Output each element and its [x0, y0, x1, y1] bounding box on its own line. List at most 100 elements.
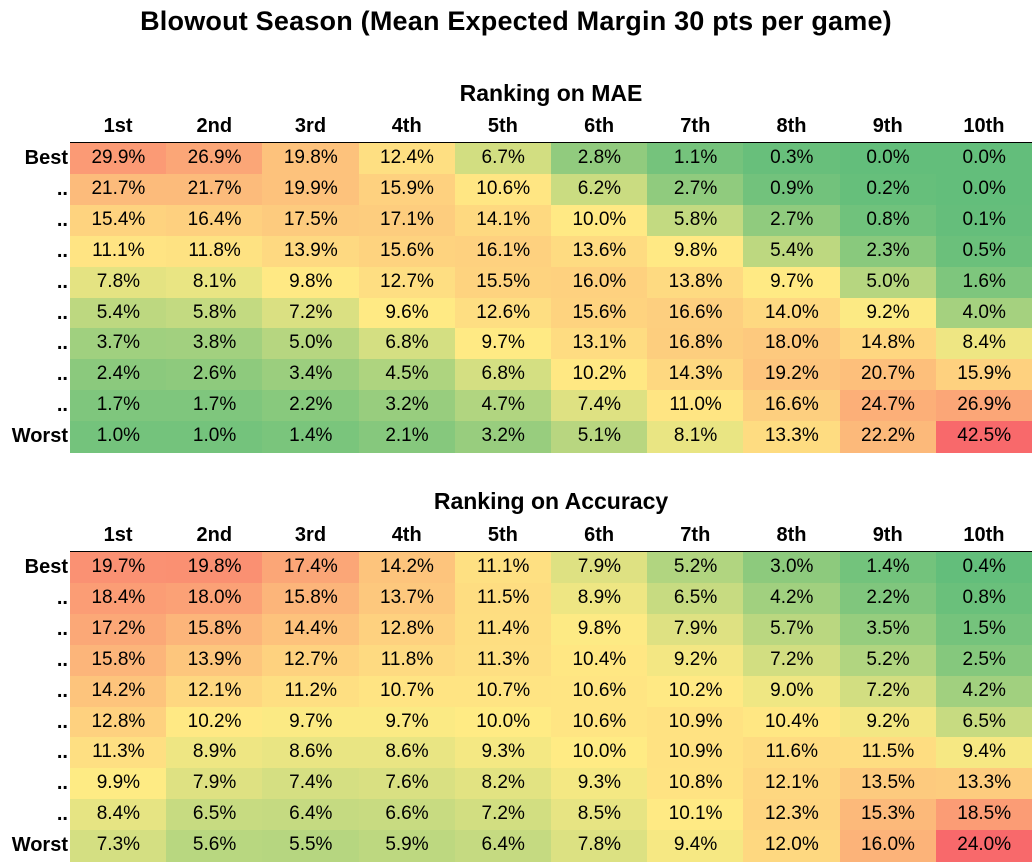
column-header: 9th	[872, 524, 903, 546]
column-header: 8th	[776, 524, 807, 546]
row-label: ..	[56, 332, 68, 355]
heatmap-cell: 16.0%	[551, 266, 648, 299]
heatmap-cell: 5.0%	[839, 266, 937, 299]
heatmap-cell: 15.9%	[935, 359, 1032, 391]
column-header: 2nd	[196, 115, 233, 137]
heatmap-cell: 26.9%	[935, 390, 1032, 422]
heatmap-cell: 16.6%	[743, 390, 841, 422]
heatmap-cell: 7.2%	[743, 644, 841, 677]
heatmap-cell: 10.7%	[358, 675, 456, 708]
heatmap-cell: 11.5%	[839, 737, 937, 769]
heatmap-cell: 11.4%	[454, 613, 552, 646]
heatmap-cell: 12.8%	[70, 706, 167, 738]
heatmap-cell: 19.9%	[262, 173, 360, 206]
row-label: Best	[24, 556, 68, 578]
heatmap-cell: 15.5%	[454, 266, 552, 299]
heatmap-cell: 10.2%	[551, 359, 648, 391]
heatmap-cell: 5.4%	[70, 297, 167, 329]
column-header: 10th	[963, 115, 1005, 137]
row-label: ..	[56, 208, 68, 231]
heatmap-cell: 1.1%	[647, 143, 744, 175]
column-header: 4th	[391, 115, 422, 137]
heatmap-cell: 2.1%	[358, 421, 456, 453]
column-header: 4th	[391, 524, 422, 546]
heatmap-cell: 16.0%	[839, 830, 937, 862]
heatmap-cell: 3.7%	[70, 328, 167, 360]
heatmap-cell: 1.6%	[935, 266, 1032, 299]
row-label: ..	[56, 617, 68, 640]
heatmap-cell: 3.2%	[358, 390, 456, 422]
heatmap-cell: 3.5%	[839, 613, 937, 646]
heatmap-cell: 10.0%	[454, 706, 552, 738]
heatmap-cell: 8.6%	[358, 737, 456, 769]
row-label: ..	[56, 648, 68, 671]
heatmap-cell: 11.3%	[70, 737, 167, 769]
row-label: ..	[56, 239, 68, 262]
heatmap-cell: 10.0%	[551, 737, 648, 769]
heatmap-cell: 6.5%	[647, 582, 744, 615]
heatmap-cell: 5.5%	[262, 830, 360, 862]
heatmap-cell: 11.3%	[454, 644, 552, 677]
heatmap-cell: 7.8%	[551, 830, 648, 862]
heatmap-cell: 14.2%	[358, 552, 456, 584]
heatmap-cell: 7.4%	[551, 390, 648, 422]
heatmap-cell: 11.8%	[358, 644, 456, 677]
heatmap-cell: 9.2%	[839, 297, 937, 329]
heatmap-cell: 42.5%	[935, 421, 1032, 453]
column-header: 8th	[776, 115, 807, 137]
heatmap-cell: 5.0%	[262, 328, 360, 360]
heatmap-cell: 18.5%	[935, 799, 1032, 831]
heatmap-cell: 2.7%	[743, 204, 841, 237]
heatmap-cell: 24.7%	[839, 390, 937, 422]
header-divider	[70, 551, 1032, 552]
heatmap-cell: 1.4%	[262, 421, 360, 453]
row-label: ..	[56, 741, 68, 764]
row-label: Worst	[11, 425, 68, 448]
heatmap-cell: 12.6%	[454, 297, 552, 329]
heatmap-cell: 9.6%	[358, 297, 456, 329]
heatmap-cell: 2.2%	[839, 582, 937, 615]
heatmap-cell: 10.7%	[454, 675, 552, 708]
heatmap-cell: 12.7%	[262, 644, 360, 677]
heatmap-cell: 17.2%	[70, 613, 167, 646]
heatmap-cell: 10.2%	[647, 675, 744, 708]
heatmap-cell: 1.4%	[839, 552, 937, 584]
heatmap-cell: 14.3%	[647, 359, 744, 391]
heatmap-cell: 1.7%	[70, 390, 167, 422]
heatmap-cell: 13.9%	[166, 644, 263, 677]
heatmap-cell: 1.7%	[166, 390, 263, 422]
heatmap-cell: 14.4%	[262, 613, 360, 646]
heatmap-cell: 0.5%	[935, 235, 1032, 268]
heatmap-cell: 12.4%	[358, 143, 456, 175]
column-header: 10th	[963, 524, 1005, 546]
column-header: 7th	[680, 115, 711, 137]
row-label: Worst	[11, 834, 68, 857]
heatmap-cell: 14.2%	[70, 675, 167, 708]
heatmap-cell: 14.8%	[839, 328, 937, 360]
heatmap-cell: 2.8%	[551, 143, 648, 175]
chart-title: Blowout Season (Mean Expected Margin 30 …	[140, 6, 892, 36]
heatmap-cell: 7.2%	[262, 297, 360, 329]
heatmap-cell: 8.4%	[70, 799, 167, 831]
heatmap-cell: 5.9%	[358, 830, 456, 862]
heatmap-cell: 4.7%	[454, 390, 552, 422]
heatmap-cell: 9.3%	[551, 768, 648, 800]
heatmap-cell: 15.4%	[70, 204, 167, 237]
heatmap-cell: 0.8%	[839, 204, 937, 237]
column-header: 6th	[584, 524, 615, 546]
heatmap-cell: 11.1%	[454, 552, 552, 584]
heatmap-cell: 2.4%	[70, 359, 167, 391]
heatmap-cell: 14.0%	[743, 297, 841, 329]
heatmap-cell: 7.2%	[839, 675, 937, 708]
heatmap-cell: 7.9%	[551, 552, 648, 584]
row-label: ..	[56, 363, 68, 386]
heatmap-cell: 13.3%	[743, 421, 841, 453]
row-label: ..	[56, 270, 68, 293]
heatmap-cell: 12.7%	[358, 266, 456, 299]
heatmap-cell: 3.4%	[262, 359, 360, 391]
heatmap-cell: 9.8%	[262, 266, 360, 299]
heatmap-cell: 21.7%	[70, 173, 167, 206]
heatmap-cell: 5.1%	[551, 421, 648, 453]
heatmap-cell: 1.0%	[166, 421, 263, 453]
heatmap-cell: 6.8%	[454, 359, 552, 391]
